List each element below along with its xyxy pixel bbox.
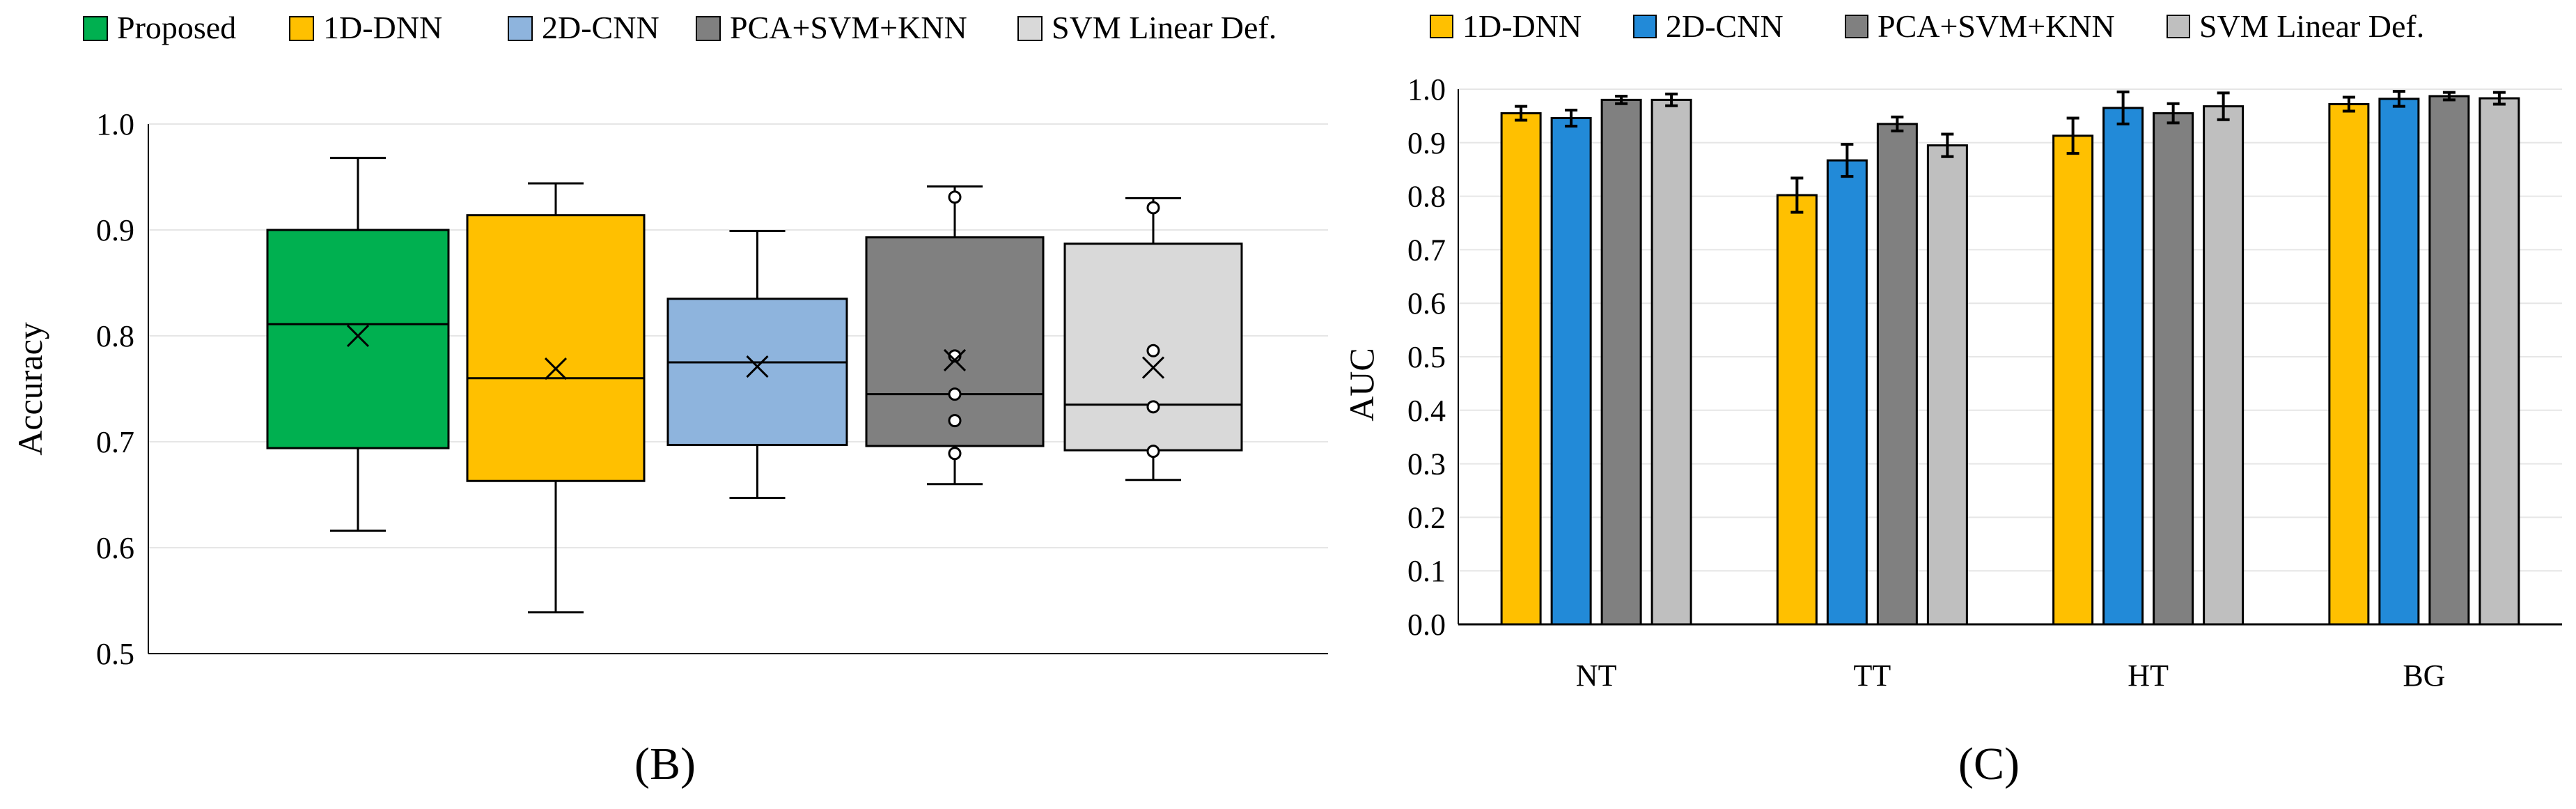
y-tick-label: 1.0	[1407, 72, 1446, 107]
bar-2d-cnn-tt	[1826, 159, 1868, 626]
bar-1d-dnn-tt	[1776, 194, 1818, 626]
legend-swatch-2d-cnn	[1633, 15, 1657, 38]
y-tick-label: 0.6	[96, 531, 134, 565]
legend-label-1d-dnn: 1D-DNN	[1462, 8, 1582, 44]
bar-pca-svm-knn-bg	[2428, 95, 2470, 626]
y-axis-title: AUC	[1342, 348, 1381, 422]
y-tick-label: 0.5	[96, 637, 134, 671]
legend-label-pca-svm-knn: PCA+SVM+KNN	[730, 10, 967, 45]
legend-swatch-pca-svm-knn	[1845, 15, 1868, 38]
legend-swatch-2d-cnn	[508, 16, 533, 41]
point-marker-pca-svm-knn	[948, 387, 962, 401]
legend-label-2d-cnn: 2D-CNN	[1666, 8, 1783, 44]
bar-2d-cnn-bg	[2378, 98, 2420, 626]
y-tick-label: 0.1	[1407, 554, 1446, 588]
box-proposed	[266, 229, 450, 449]
y-tick-label: 0.7	[96, 425, 134, 459]
bar-pca-svm-knn-nt	[1600, 98, 1642, 626]
panel-label-b: (B)	[634, 739, 696, 789]
legend-label-pca-svm-knn: PCA+SVM+KNN	[1878, 8, 2115, 44]
box-pca-svm-knn	[865, 236, 1045, 447]
bar-svm-linear-def-bg	[2479, 97, 2520, 626]
bar-1d-dnn-nt	[1500, 112, 1542, 626]
mean-marker-1d-dnn	[544, 357, 568, 380]
bar-pca-svm-knn-ht	[2153, 112, 2194, 626]
bar-svm-linear-def-ht	[2203, 105, 2245, 626]
mean-marker-pca-svm-knn	[943, 348, 967, 372]
x-tick-label-tt: TT	[1853, 658, 1891, 693]
point-marker-pca-svm-knn	[948, 414, 962, 428]
y-tick-label: 0.7	[1407, 233, 1446, 267]
legend-label-1d-dnn: 1D-DNN	[323, 10, 442, 45]
point-marker-svm-linear-def	[1146, 344, 1160, 357]
y-tick-label: 0.2	[1407, 500, 1446, 534]
mean-marker-svm-linear-def	[1141, 356, 1165, 379]
point-marker-svm-linear-def	[1146, 445, 1160, 459]
point-marker-pca-svm-knn	[948, 447, 962, 461]
x-tick-label-nt: NT	[1576, 658, 1617, 693]
bar-pca-svm-knn-tt	[1876, 123, 1918, 626]
legend-swatch-svm-linear-def	[1017, 16, 1043, 41]
y-tick-label: 1.0	[96, 107, 134, 141]
y-tick-label: 0.6	[1407, 286, 1446, 321]
legend-label-svm-linear-def: SVM Linear Def.	[2199, 8, 2424, 44]
boxplot-panel: Proposed 1D-DNN 2D-CNN PCA+SVM+KNN SVM Linea…	[10, 10, 1328, 789]
bar-2d-cnn-ht	[2102, 107, 2144, 626]
y-axis-title: Accuracy	[10, 322, 49, 456]
panel-label-c: (C)	[1958, 739, 2020, 789]
legend-label-2d-cnn: 2D-CNN	[542, 10, 659, 45]
bar-1d-dnn-bg	[2328, 103, 2370, 626]
legend-swatch-1d-dnn	[289, 16, 314, 41]
legend-swatch-proposed	[83, 16, 108, 41]
x-tick-label-ht: HT	[2128, 658, 2169, 693]
y-tick-label: 0.5	[1407, 340, 1446, 374]
legend-label-svm-linear-def: SVM Linear Def.	[1052, 10, 1277, 45]
legend-swatch-svm-linear-def	[2167, 15, 2190, 38]
mean-marker-2d-cnn	[746, 355, 769, 378]
point-marker-svm-linear-def	[1146, 400, 1160, 414]
y-tick-label: 0.9	[96, 213, 134, 247]
auc-bar-panel: 1D-DNN 2D-CNN PCA+SVM+KNN SVM Linear Def. 0.…	[1342, 8, 2562, 789]
legend-swatch-1d-dnn	[1430, 15, 1453, 38]
y-tick-label: 0.4	[1407, 394, 1446, 428]
point-marker-pca-svm-knn	[948, 190, 962, 204]
mean-marker-proposed	[346, 324, 370, 348]
box-2d-cnn	[666, 298, 848, 447]
y-tick-label: 0.0	[1407, 608, 1446, 642]
point-marker-svm-linear-def	[1146, 201, 1160, 215]
legend-swatch-pca-svm-knn	[696, 16, 721, 41]
legend-label-proposed: Proposed	[117, 10, 236, 45]
bar-svm-linear-def-tt	[1926, 144, 1968, 626]
bar-2d-cnn-nt	[1550, 116, 1592, 626]
x-tick-label-bg: BG	[2403, 658, 2445, 693]
bar-1d-dnn-ht	[2052, 134, 2094, 626]
y-tick-label: 0.9	[1407, 126, 1446, 160]
y-tick-label: 0.8	[96, 319, 134, 353]
box-1d-dnn	[466, 214, 646, 482]
y-tick-label: 0.8	[1407, 180, 1446, 214]
y-tick-label: 0.3	[1407, 447, 1446, 481]
bar-svm-linear-def-nt	[1650, 98, 1692, 626]
